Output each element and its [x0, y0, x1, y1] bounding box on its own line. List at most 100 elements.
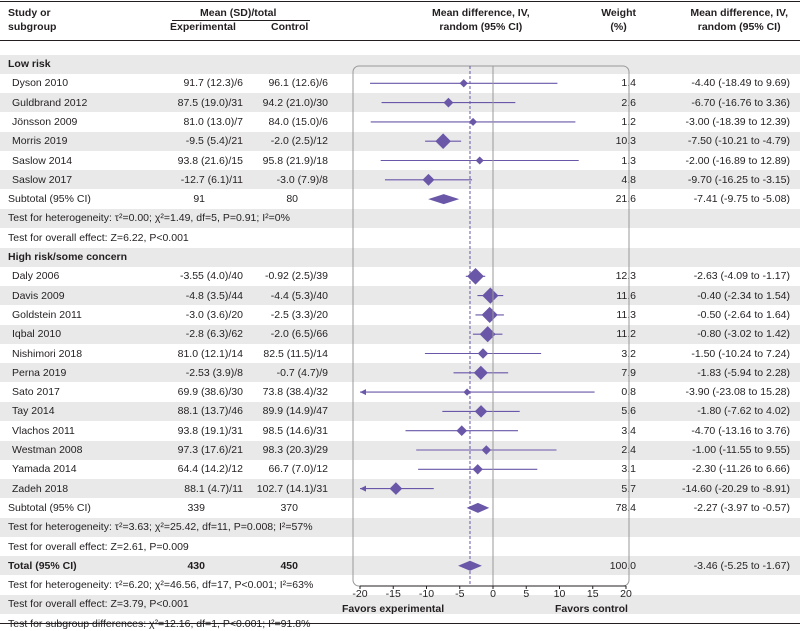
x-tick-label: 10 — [553, 588, 566, 600]
study-row-control: 102.7 (14.1)/31 — [256, 482, 328, 495]
study-row-experimental: 93.8 (19.1)/31 — [177, 424, 243, 437]
study-row-experimental: 87.5 (19.0)/31 — [177, 96, 243, 109]
study-or-subgroup-header: Study or subgroup — [8, 7, 57, 33]
study-row-name: Daly 2006 — [12, 270, 60, 283]
weight-header: Weight (%) — [601, 7, 636, 33]
study-row-name: Yamada 2014 — [12, 463, 77, 476]
study-row-md: -2.30 (-11.26 to 6.66) — [692, 463, 790, 476]
total-experimental: 430 — [187, 559, 205, 572]
study-row-md: -0.40 (-2.34 to 1.54) — [697, 289, 790, 302]
study-row-point — [422, 173, 435, 186]
x-tick-label: -20 — [352, 588, 368, 600]
x-tick-label: -5 — [455, 588, 465, 600]
row-band — [0, 286, 800, 306]
study-row-experimental: -2.53 (3.9)/8 — [185, 366, 243, 379]
study-row-experimental: -3.0 (3.6)/20 — [185, 308, 243, 321]
study-row-experimental: 81.0 (12.1)/14 — [177, 347, 243, 360]
row-band — [0, 247, 800, 267]
study-row-md: -4.40 (-18.49 to 9.69) — [691, 77, 790, 90]
low-risk-subtotal-md: -7.41 (-9.75 to -5.08) — [693, 193, 790, 206]
footer-rule — [0, 623, 800, 624]
study-row-experimental: -9.5 (5.4)/21 — [185, 135, 243, 148]
md-header: Mean difference, IV, random (95% CI) — [690, 7, 788, 33]
low-risk-heterogeneity: Test for heterogeneity: τ²=0.00; χ²=1.49… — [8, 212, 290, 225]
high-risk-subtotal-weight: 78.4 — [615, 501, 636, 514]
study-row-point — [443, 97, 454, 108]
row-band — [0, 54, 800, 74]
study-row-control: 66.7 (7.0)/12 — [268, 463, 328, 476]
total-diamond — [458, 560, 482, 571]
study-row-name: Guldbrand 2012 — [12, 96, 88, 109]
study-row-control: 89.9 (14.9)/47 — [262, 405, 328, 418]
total-md: -3.46 (-5.25 to -1.67) — [693, 559, 790, 572]
header-top-rule — [0, 1, 800, 2]
study-row-point — [479, 326, 496, 343]
study-row-point — [435, 133, 451, 149]
x-tick-label: -10 — [418, 588, 435, 600]
study-row-point — [463, 388, 471, 396]
study-row-weight: 12.3 — [615, 270, 636, 283]
row-band — [0, 324, 800, 344]
study-row-weight: 11.3 — [616, 308, 636, 321]
high-risk-subtotal-label: Subtotal (95% CI) — [8, 501, 91, 514]
study-row-experimental: 81.0 (13.0)/7 — [183, 115, 243, 128]
high-risk-subtotal-control: 370 — [280, 501, 298, 514]
study-row-experimental: -3.55 (4.0)/40 — [179, 270, 243, 283]
low-risk-overall-effect: Test for overall effect: Z=6.22, P<0.001 — [8, 231, 189, 244]
high-risk-subtotal-diamond — [466, 502, 490, 513]
study-row-md: -1.00 (-11.55 to 9.55) — [692, 444, 790, 456]
study-row-point — [475, 156, 484, 165]
study-row-control: -4.4 (5.3)/40 — [270, 289, 328, 302]
study-row-control: 95.8 (21.9)/18 — [262, 154, 328, 167]
study-row-md: -2.63 (-4.09 to -1.17) — [693, 270, 790, 283]
study-row-name: Saslow 2017 — [12, 173, 73, 186]
x-tick-label: 15 — [586, 588, 599, 600]
low-risk-subtotal-experimental: 91 — [193, 193, 205, 206]
header-bottom-rule — [0, 40, 800, 41]
study-row-control: 84.0 (15.0)/6 — [268, 115, 328, 128]
row-band — [0, 556, 800, 576]
favors-control-label: Favors control — [555, 603, 628, 615]
study-row-control: 73.8 (38.4)/32 — [262, 386, 328, 399]
total-overall-effect: Test for overall effect: Z=3.79, P<0.001 — [8, 598, 189, 611]
study-row-point — [482, 287, 499, 304]
total-control: 450 — [280, 559, 298, 572]
low-risk-subtotal-diamond — [428, 194, 460, 205]
low-risk-subtotal-weight: 21.6 — [615, 193, 636, 206]
study-row-name: Sato 2017 — [12, 386, 60, 399]
study-row-point — [459, 79, 468, 88]
study-row-md: -9.70 (-16.25 to -3.15) — [687, 173, 790, 186]
study-row-point — [481, 445, 492, 455]
row-band — [0, 208, 800, 228]
study-row-control: -2.5 (3.3)/20 — [270, 308, 328, 321]
study-row-md: -6.70 (-16.76 to 3.36) — [691, 96, 790, 109]
low-risk-group-title: Low risk — [8, 58, 51, 70]
study-row-ci-arrow — [360, 389, 366, 396]
high-risk-subtotal-experimental: 339 — [187, 501, 205, 514]
study-row-point — [474, 405, 488, 418]
study-row-name: Goldstein 2011 — [12, 308, 82, 321]
study-row-md: -3.00 (-18.39 to 12.39) — [685, 115, 790, 128]
study-row-md: -2.00 (-16.89 to 12.89) — [685, 154, 790, 167]
row-band — [0, 440, 800, 460]
study-row-md: -7.50 (-10.21 to -4.79) — [687, 135, 790, 148]
study-row-control: 96.1 (12.6)/6 — [268, 77, 328, 90]
study-row-control: -0.92 (2.5)/39 — [264, 270, 328, 283]
study-row-weight: 10.3 — [615, 135, 636, 148]
high-risk-group-title: High risk/some concern — [8, 251, 128, 263]
study-row-weight: 11.6 — [616, 289, 636, 302]
study-row-point — [389, 482, 403, 495]
experimental-header: Experimental — [170, 21, 236, 33]
study-row-md: -1.50 (-10.24 to 7.24) — [691, 347, 790, 360]
row-band — [0, 401, 800, 421]
study-row-point — [481, 306, 498, 323]
high-risk-overall-effect: Test for overall effect: Z=2.61, P=0.009 — [8, 540, 189, 553]
study-row-md: -3.90 (-23.08 to 15.28) — [685, 386, 790, 399]
row-band — [0, 131, 800, 151]
study-row-experimental: 97.3 (17.6)/21 — [177, 444, 243, 456]
study-row-name: Perna 2019 — [12, 366, 67, 379]
high-risk-heterogeneity: Test for heterogeneity: τ²=3.63; χ²=25.4… — [8, 521, 313, 534]
study-row-point — [467, 267, 484, 285]
control-header: Control — [271, 21, 309, 33]
study-row-point — [477, 348, 489, 359]
